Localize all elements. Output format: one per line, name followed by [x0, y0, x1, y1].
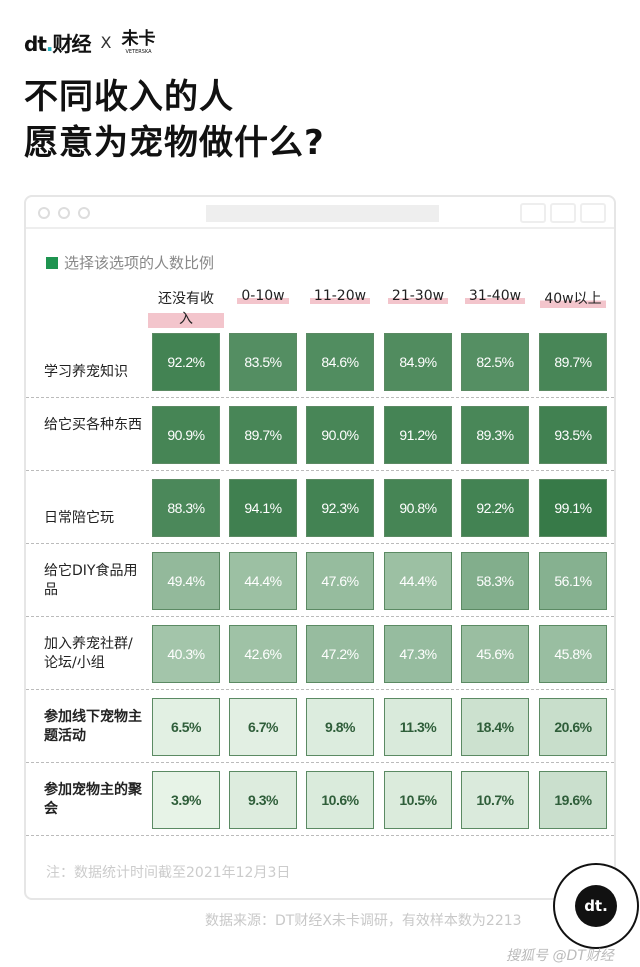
collab-x: X — [100, 33, 112, 52]
column-header-label: 还没有收入 — [148, 288, 224, 328]
column-header-label: 11-20w — [309, 288, 371, 304]
row-divider — [26, 397, 614, 398]
row-label: 加入养宠社群/论坛/小组 — [44, 636, 133, 671]
heatmap-cell: 44.4% — [384, 552, 452, 610]
heatmap-cell: 45.8% — [539, 625, 607, 683]
heatmap-cell: 89.7% — [539, 333, 607, 391]
row-divider — [26, 470, 614, 471]
column-header-label: 0-10w — [237, 288, 289, 304]
heatmap-cell: 84.6% — [306, 333, 374, 391]
window-bar — [26, 197, 614, 229]
dt-logo: dt.财经 — [24, 32, 92, 56]
row-label: 参加宠物主的聚会 — [44, 782, 142, 817]
maximize-icon — [78, 207, 90, 219]
column-header-label: 21-30w — [387, 288, 449, 304]
heatmap-cell: 93.5% — [539, 406, 607, 464]
heatmap-cell: 6.7% — [229, 698, 297, 756]
heatmap-cell: 42.6% — [229, 625, 297, 683]
record-icon — [520, 203, 546, 223]
row-divider — [26, 543, 614, 544]
dt-badge: dt. — [553, 863, 639, 949]
heatmap-cell: 92.2% — [461, 479, 529, 537]
row-label: 给它买各种东西 — [44, 417, 142, 433]
heatmap-cell: 6.5% — [152, 698, 220, 756]
row-divider — [26, 689, 614, 690]
heatmap-cell: 90.8% — [384, 479, 452, 537]
heatmap-cell: 83.5% — [229, 333, 297, 391]
heatmap-cell: 10.6% — [306, 771, 374, 829]
heatmap-cell: 90.9% — [152, 406, 220, 464]
row-divider — [26, 762, 614, 763]
legend-label: 选择该选项的人数比例 — [64, 254, 215, 272]
heatmap-cell: 94.1% — [229, 479, 297, 537]
row-divider — [26, 616, 614, 617]
legend-swatch — [46, 256, 58, 269]
heatmap-cell: 89.3% — [461, 406, 529, 464]
heatmap-cell: 58.3% — [461, 552, 529, 610]
heatmap-cell: 92.2% — [152, 333, 220, 391]
column-header: 40w以上 — [535, 288, 611, 308]
heatmap-cell: 45.6% — [461, 625, 529, 683]
heatmap-cell: 47.2% — [306, 625, 374, 683]
page-title: 不同收入的人 愿意为宠物做什么? — [24, 77, 325, 163]
heatmap-cell: 84.9% — [384, 333, 452, 391]
watermark: 搜狐号 @DT财经 — [506, 948, 614, 964]
row-divider — [26, 835, 614, 836]
source-text: 数据来源：DT财经X未卡调研，有效样本数为2213 — [205, 913, 522, 929]
heatmap-cell: 99.1% — [539, 479, 607, 537]
heatmap-cell: 20.6% — [539, 698, 607, 756]
heatmap-cell: 47.6% — [306, 552, 374, 610]
minimize-icon — [58, 207, 70, 219]
row-label: 日常陪它玩 — [44, 510, 114, 526]
footnote: 注：数据统计时间截至2021年12月3日 — [46, 865, 291, 881]
heatmap-cell: 11.3% — [384, 698, 452, 756]
column-header: 31-40w — [457, 288, 533, 304]
address-bar — [206, 205, 439, 222]
close-icon — [38, 207, 50, 219]
heatmap-cell: 9.8% — [306, 698, 374, 756]
legend: 选择该选项的人数比例 — [46, 252, 214, 273]
row-label: 给它DIY食品用品 — [44, 563, 138, 598]
heatmap-cell: 56.1% — [539, 552, 607, 610]
weika-logo: 未卡 VETERSKA — [121, 28, 156, 55]
heatmap-cell: 9.3% — [229, 771, 297, 829]
heatmap-cell: 44.4% — [229, 552, 297, 610]
window-icon — [580, 203, 606, 223]
column-header-label: 31-40w — [464, 288, 526, 304]
heatmap-cell: 18.4% — [461, 698, 529, 756]
heatmap-cell: 91.2% — [384, 406, 452, 464]
share-icon — [550, 203, 576, 223]
heatmap-cell: 10.7% — [461, 771, 529, 829]
heatmap-cell: 10.5% — [384, 771, 452, 829]
column-header: 还没有收入 — [148, 288, 224, 328]
heatmap-cell: 88.3% — [152, 479, 220, 537]
heatmap-cell: 90.0% — [306, 406, 374, 464]
dt-badge-logo: dt. — [575, 885, 617, 927]
column-header: 21-30w — [380, 288, 456, 304]
heatmap-cell: 92.3% — [306, 479, 374, 537]
heatmap-cell: 49.4% — [152, 552, 220, 610]
heatmap-cell: 40.3% — [152, 625, 220, 683]
column-header: 0-10w — [225, 288, 301, 304]
heatmap-cell: 89.7% — [229, 406, 297, 464]
heatmap-cell: 47.3% — [384, 625, 452, 683]
heatmap-cell: 82.5% — [461, 333, 529, 391]
heatmap-cell: 19.6% — [539, 771, 607, 829]
row-label: 参加线下宠物主题活动 — [44, 709, 142, 744]
column-header: 11-20w — [302, 288, 378, 304]
brand-logos: dt.财经 X 未卡 VETERSKA — [24, 28, 155, 57]
row-label: 学习养宠知识 — [44, 364, 128, 380]
heatmap-cell: 3.9% — [152, 771, 220, 829]
column-header-label: 40w以上 — [540, 288, 606, 308]
